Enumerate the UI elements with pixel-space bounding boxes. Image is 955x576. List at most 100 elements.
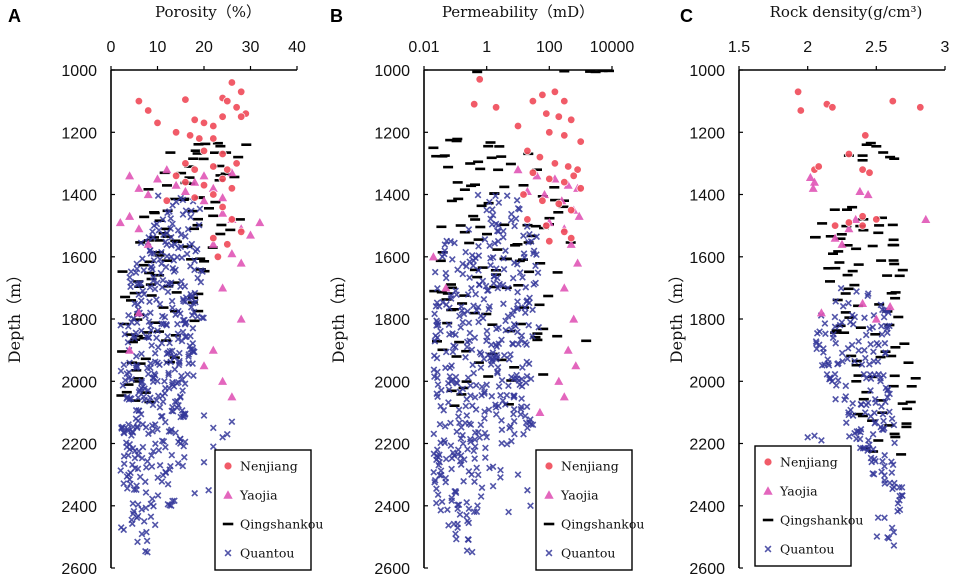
data-point-quantou [845, 299, 852, 307]
data-point-nenjiang [195, 134, 204, 143]
data-point-nenjiang [153, 118, 162, 128]
data-point-qingshankou [840, 311, 851, 314]
data-point-quantou [851, 429, 858, 437]
data-point-qingshankou [888, 384, 899, 388]
data-point-qingshankou [123, 383, 134, 386]
data-point-quantou [174, 320, 181, 328]
data-point-quantou [481, 415, 488, 422]
data-point-quantou [451, 239, 458, 247]
data-point-qingshankou [897, 268, 908, 272]
y-tick-label: 2000 [689, 374, 725, 391]
legend-marker-qingshankou [762, 518, 774, 522]
data-point-qingshankou [130, 399, 141, 402]
data-point-nenjiang [567, 205, 576, 215]
data-point-qingshankou [513, 284, 524, 287]
data-point-quantou [179, 316, 187, 324]
data-point-qingshankou [457, 302, 468, 305]
data-point-quantou [510, 321, 518, 328]
data-point-quantou [520, 232, 527, 240]
data-point-quantou [164, 288, 172, 296]
data-point-qingshankou [840, 292, 851, 295]
data-point-quantou [432, 499, 440, 507]
data-point-quantou [869, 323, 877, 331]
data-point-quantou [442, 348, 450, 356]
data-point-quantou [147, 360, 154, 367]
data-point-qingshankou [490, 269, 501, 272]
data-point-qingshankou [476, 204, 487, 208]
data-point-nenjiang [236, 112, 246, 121]
data-point-qingshankou [550, 198, 561, 202]
data-point-qingshankou [210, 200, 221, 204]
data-point-quantou [511, 222, 518, 230]
data-point-quantou [492, 411, 500, 418]
data-point-quantou [153, 396, 160, 404]
data-point-quantou [123, 485, 131, 492]
data-point-quantou [489, 355, 496, 363]
x-tick-label: 10 [149, 39, 167, 56]
data-point-quantou [150, 257, 158, 264]
data-point-quantou [446, 373, 454, 380]
data-point-yaojia [532, 171, 542, 180]
data-point-qingshankou [158, 232, 169, 235]
data-point-quantou [162, 263, 170, 271]
data-point-quantou [513, 196, 521, 204]
data-point-qingshankou [193, 217, 203, 221]
data-point-quantou [462, 248, 470, 256]
data-point-qingshankou [117, 350, 128, 353]
data-point-quantou [172, 198, 180, 206]
data-point-nenjiang [560, 227, 569, 236]
data-point-quantou [826, 375, 833, 383]
data-point-quantou [523, 372, 531, 380]
data-point-qingshankou [162, 259, 172, 262]
data-point-quantou [178, 278, 185, 285]
legend-label-nenjiang: Nenjiang [561, 459, 619, 474]
data-point-quantou [134, 417, 142, 425]
data-point-qingshankou [897, 402, 908, 405]
data-point-quantou [508, 311, 516, 319]
data-point-quantou [146, 247, 154, 255]
data-point-quantou [483, 327, 491, 335]
data-point-quantou [431, 476, 439, 484]
data-point-quantou [463, 343, 471, 351]
data-point-qingshankou [475, 225, 486, 229]
data-point-quantou [184, 371, 191, 378]
data-point-qingshankou [158, 306, 169, 309]
data-point-qingshankou [126, 299, 136, 302]
data-point-qingshankou [153, 251, 164, 254]
data-point-quantou [865, 360, 873, 368]
data-point-qingshankou [858, 397, 869, 401]
data-point-qingshankou [472, 70, 483, 74]
data-point-quantou [156, 461, 164, 469]
data-point-quantou [868, 458, 876, 466]
data-point-quantou [148, 495, 156, 503]
data-point-qingshankou [514, 259, 525, 263]
data-point-qingshankou [154, 254, 165, 257]
data-point-yaojia [190, 177, 200, 186]
data-point-nenjiang [576, 184, 585, 193]
data-point-quantou [145, 318, 153, 325]
data-point-quantou [437, 506, 445, 514]
data-point-qingshankou [851, 247, 862, 251]
data-point-quantou [179, 462, 187, 470]
data-point-qingshankou [188, 157, 199, 160]
data-point-quantou [133, 260, 141, 268]
data-point-quantou [170, 353, 178, 361]
data-point-quantou [434, 285, 441, 292]
data-point-yaojia [236, 314, 246, 323]
data-point-quantou [509, 340, 517, 348]
data-point-qingshankou [215, 144, 226, 148]
data-point-quantou [851, 313, 859, 321]
data-point-quantou [898, 484, 906, 491]
data-point-quantou [157, 269, 165, 277]
data-point-quantou [128, 318, 135, 326]
data-point-quantou [452, 530, 459, 538]
data-point-qingshankou [184, 176, 195, 179]
data-point-nenjiang [560, 96, 569, 106]
data-point-quantou [142, 464, 150, 471]
data-point-quantou [447, 292, 455, 300]
data-point-quantou [162, 443, 169, 451]
data-point-qingshankou [466, 184, 477, 188]
data-point-yaojia [566, 239, 576, 248]
data-point-quantou [486, 242, 494, 250]
data-point-qingshankou [873, 439, 884, 442]
